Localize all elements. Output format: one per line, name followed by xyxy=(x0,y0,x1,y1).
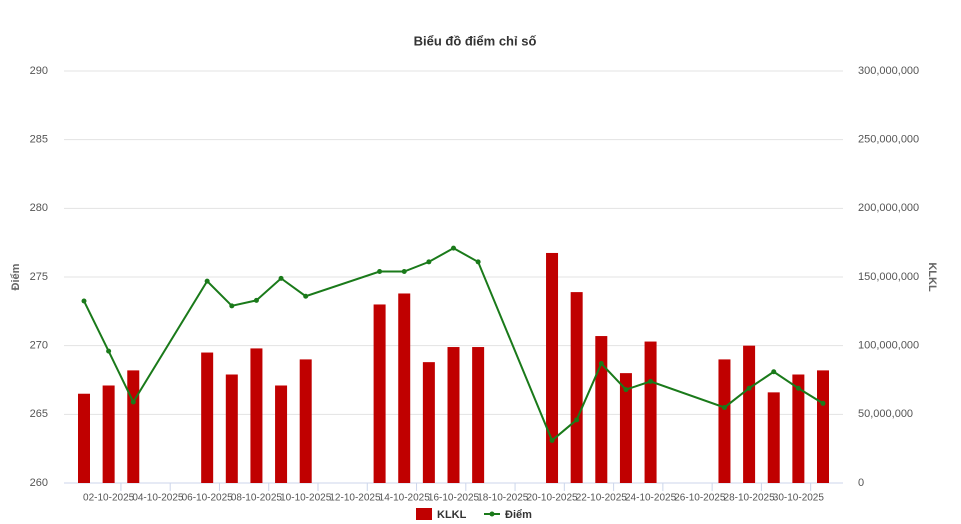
line-point xyxy=(574,417,580,423)
x-tick-label: 16-10-2025 xyxy=(428,493,480,504)
x-tick-label: 08-10-2025 xyxy=(231,493,283,504)
bar xyxy=(817,370,829,483)
bar xyxy=(718,359,731,483)
line-point xyxy=(253,297,259,303)
x-tick-label: 24-10-2025 xyxy=(625,493,677,504)
bar xyxy=(201,352,214,483)
bar xyxy=(373,304,386,483)
chart-title: Biểu đồ điểm chỉ số xyxy=(414,33,537,48)
line-point xyxy=(451,245,456,251)
x-tick-label: 26-10-2025 xyxy=(674,493,726,504)
bar xyxy=(447,347,460,483)
x-tick-label: 04-10-2025 xyxy=(132,493,184,504)
line-point xyxy=(746,385,752,391)
line-point xyxy=(648,378,654,384)
y-tick-label: 290 xyxy=(30,65,48,77)
bar xyxy=(78,393,90,483)
line-point xyxy=(106,348,112,354)
legend-swatch xyxy=(489,511,495,517)
x-tick-label: 10-10-2025 xyxy=(280,493,332,504)
x-tick-label: 18-10-2025 xyxy=(477,493,529,504)
line-point xyxy=(229,303,235,309)
y2-tick-label: 300,000,000 xyxy=(858,65,919,77)
bar xyxy=(225,374,238,483)
y2-tick-label: 250,000,000 xyxy=(858,134,919,146)
x-tick-label: 30-10-2025 xyxy=(773,493,825,504)
x-tick-label: 28-10-2025 xyxy=(724,493,776,504)
line-point xyxy=(623,387,629,393)
x-tick-label: 06-10-2025 xyxy=(182,493,234,504)
bar xyxy=(275,385,288,483)
bar xyxy=(546,252,559,483)
bar xyxy=(570,292,583,483)
y-tick-label: 285 xyxy=(30,134,48,146)
x-tick-label: 02-10-2025 xyxy=(83,493,135,504)
y2-axis-title: KLKL xyxy=(926,262,938,292)
line-point xyxy=(377,269,383,275)
y-tick-label: 260 xyxy=(30,477,48,489)
x-tick-label: 12-10-2025 xyxy=(329,493,381,504)
line-point xyxy=(820,400,826,406)
line-point xyxy=(401,269,407,275)
y-tick-label: 270 xyxy=(30,340,48,352)
y-tick-label: 280 xyxy=(30,202,48,214)
bar xyxy=(472,347,485,483)
legend-swatch xyxy=(416,508,432,520)
bar xyxy=(792,374,805,483)
line-point xyxy=(130,399,136,405)
y2-tick-label: 150,000,000 xyxy=(858,271,919,283)
x-tick-label: 14-10-2025 xyxy=(379,493,431,504)
y-tick-label: 275 xyxy=(30,271,48,283)
line-point xyxy=(303,293,309,299)
y-axis-title: Điểm xyxy=(10,263,22,290)
line-point xyxy=(278,275,284,281)
line-point xyxy=(475,259,481,265)
y-tick-label: 265 xyxy=(30,408,48,420)
bar xyxy=(102,385,115,483)
x-tick-label: 22-10-2025 xyxy=(576,493,628,504)
bar xyxy=(398,293,411,483)
line-point xyxy=(795,385,801,391)
legend-label: KLKL xyxy=(437,509,467,521)
bar xyxy=(767,392,780,483)
line-point xyxy=(426,259,432,265)
bar xyxy=(127,370,140,483)
line-point xyxy=(549,437,555,443)
line-point xyxy=(598,361,604,367)
bar xyxy=(299,359,312,483)
bar xyxy=(595,336,608,483)
bar xyxy=(250,348,263,483)
bar xyxy=(422,362,435,483)
line-point xyxy=(204,278,210,284)
line-point xyxy=(771,369,777,375)
line-point xyxy=(81,298,87,304)
y2-tick-label: 200,000,000 xyxy=(858,202,919,214)
line-point xyxy=(721,404,727,410)
bar xyxy=(619,373,632,483)
y2-tick-label: 0 xyxy=(858,477,864,489)
y2-tick-label: 100,000,000 xyxy=(858,340,919,352)
bar xyxy=(743,345,756,483)
y2-tick-label: 50,000,000 xyxy=(858,408,913,420)
legend-label: Điểm xyxy=(505,509,532,521)
x-tick-label: 20-10-2025 xyxy=(526,493,578,504)
bar xyxy=(644,341,657,483)
